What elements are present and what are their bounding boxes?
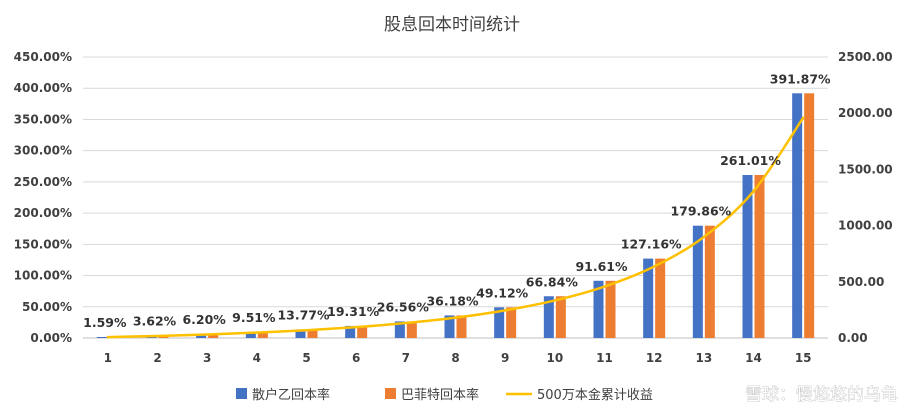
grid-lines [83, 56, 828, 339]
bar-buffett [307, 329, 318, 338]
left-axis-tick-label: 400.00% [14, 81, 72, 95]
bar-retail [692, 225, 703, 338]
bar-buffett [605, 280, 616, 338]
bar-buffett [506, 307, 517, 338]
bar-retail [394, 321, 405, 338]
bar-buffett [804, 93, 815, 339]
x-axis-tick-label: 9 [501, 351, 509, 365]
data-labels: 1.59% 3.62% 6.20% 9.51% 13.77%19.31%26.56%36… [83, 71, 831, 330]
bar-buffett [754, 175, 765, 338]
data-label: 179.86% [670, 204, 731, 219]
bar-buffett [704, 225, 715, 338]
data-label: 391.87% [770, 71, 831, 86]
x-axis-tick-label: 12 [646, 351, 663, 365]
data-label: 91.61% [575, 259, 628, 274]
bar-retail [643, 258, 654, 338]
legend-label: 巴菲特回本率 [401, 387, 479, 403]
x-axis-tick-label: 14 [745, 351, 762, 365]
watermark-text: 雪球：慢悠悠的乌龟 [745, 384, 898, 405]
x-axis-tick-label: 7 [402, 351, 410, 365]
left-axis-tick-label: 350.00% [14, 112, 72, 126]
bar-retail [196, 334, 207, 338]
bar-retail [444, 315, 455, 338]
left-axis-tick-label: 100.00% [14, 269, 72, 283]
bar-buffett [208, 334, 219, 338]
data-label: 261.01% [720, 153, 781, 168]
bar-retail [494, 307, 505, 338]
x-axis-tick-label: 4 [253, 351, 261, 365]
data-label: 1.59% [83, 315, 127, 330]
x-axis-ticks: 1 2 3 4 5 6 7 8 9 10 11 12 13 14 15 [104, 351, 812, 365]
data-label: 13.77% [277, 307, 330, 322]
left-axis-ticks: 0.00% 50.00% 100.00% 150.00% 200.00% 250.00% 3… [14, 50, 72, 345]
x-axis-tick-label: 10 [546, 351, 563, 365]
x-axis-tick-label: 3 [203, 351, 211, 365]
x-axis-tick-label: 8 [451, 351, 459, 365]
legend-label: 500万本金累计收益 [537, 387, 653, 403]
data-label: 3.62% [133, 314, 177, 329]
bar-buffett [555, 296, 566, 338]
bar-retail [543, 296, 554, 338]
right-axis-tick-label: 0.00 [838, 331, 868, 345]
line-series [106, 116, 805, 339]
x-axis-tick-label: 11 [596, 351, 613, 365]
data-label: 6.20% [182, 312, 226, 327]
bar-buffett [357, 325, 368, 338]
x-axis-tick-label: 15 [795, 351, 812, 365]
bar-group [96, 93, 815, 339]
right-axis-tick-label: 1000.00 [838, 219, 893, 233]
bar-retail [295, 329, 306, 338]
bar-retail [593, 280, 604, 338]
left-axis-tick-label: 0.00% [30, 331, 72, 345]
bar-retail [245, 332, 256, 338]
cumulative-income-line [106, 116, 805, 339]
chart-title: 股息回本时间统计 [384, 15, 520, 35]
left-axis-tick-label: 300.00% [14, 144, 72, 158]
left-axis-tick-label: 50.00% [22, 300, 72, 314]
data-label: 49.12% [476, 285, 529, 300]
bar-retail [96, 337, 107, 338]
data-label: 127.16% [621, 237, 682, 252]
bar-buffett [406, 321, 417, 338]
bar-buffett [257, 332, 268, 338]
legend-swatch [236, 388, 247, 399]
x-axis-tick-label: 5 [302, 351, 310, 365]
right-axis-ticks: 0.00 500.00 1000.00 1500.00 2000.00 2500.00 [838, 50, 893, 345]
x-axis-tick-label: 2 [153, 351, 161, 365]
data-label: 66.84% [526, 274, 579, 289]
data-label: 26.56% [377, 299, 430, 314]
x-axis-tick-label: 13 [695, 351, 712, 365]
bar-retail [792, 93, 803, 339]
left-axis-tick-label: 250.00% [14, 175, 72, 189]
bar-buffett [456, 315, 467, 338]
legend: 散户乙回本率 巴菲特回本率 500万本金累计收益 [236, 387, 653, 403]
left-axis-tick-label: 450.00% [14, 50, 72, 64]
x-axis-tick-label: 6 [352, 351, 360, 365]
legend-label: 散户乙回本率 [252, 387, 330, 403]
data-label: 36.18% [426, 293, 479, 308]
right-axis-tick-label: 1500.00 [838, 162, 893, 176]
bar-retail [345, 325, 356, 338]
left-axis-tick-label: 200.00% [14, 206, 72, 220]
right-axis-tick-label: 500.00 [838, 275, 884, 289]
right-axis-tick-label: 2000.00 [838, 106, 893, 120]
data-label: 9.51% [232, 310, 276, 325]
right-axis-tick-label: 2500.00 [838, 50, 893, 64]
legend-swatch [385, 388, 396, 399]
x-axis-tick-label: 1 [104, 351, 112, 365]
data-label: 19.31% [327, 304, 380, 319]
left-axis-tick-label: 150.00% [14, 237, 72, 251]
bar-buffett [655, 258, 666, 338]
bar-retail [742, 175, 753, 338]
